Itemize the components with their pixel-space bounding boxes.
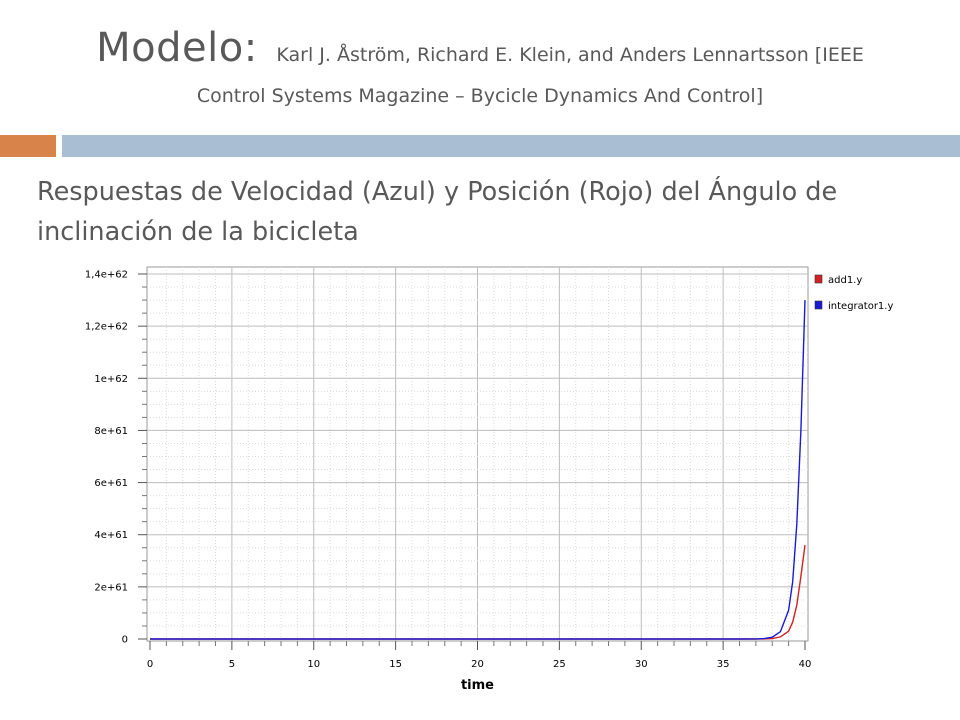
- y-tick-label: 0: [122, 635, 128, 646]
- accent-bar-orange: [0, 135, 56, 157]
- x-tick-label: 35: [717, 659, 730, 670]
- y-tick-label: 8e+61: [94, 426, 128, 437]
- x-tick-label: 20: [471, 659, 484, 670]
- title-main: Modelo:: [96, 25, 258, 71]
- x-tick-label: 40: [799, 659, 812, 670]
- accent-bar-blue: [62, 135, 960, 157]
- x-tick-label: 25: [553, 659, 566, 670]
- y-tick-label: 1,4e+62: [85, 270, 128, 281]
- x-tick-label: 15: [389, 659, 402, 670]
- x-tick-label: 10: [307, 659, 320, 670]
- title-line-1: Modelo: Karl J. Åström, Richard E. Klein…: [0, 20, 960, 83]
- legend-label: add1.y: [828, 275, 862, 286]
- slide-title: Modelo: Karl J. Åström, Richard E. Klein…: [0, 20, 960, 111]
- x-tick-label: 5: [229, 659, 235, 670]
- x-tick-label: 30: [635, 659, 648, 670]
- y-tick-label: 4e+61: [94, 530, 128, 541]
- legend-label: integrator1.y: [828, 301, 893, 312]
- series-line-2: [150, 300, 806, 640]
- x-tick-label: 0: [147, 659, 153, 670]
- legend-swatch: [814, 300, 823, 310]
- title-line-2: Control Systems Magazine – Bycicle Dynam…: [196, 85, 764, 107]
- x-axis-title: time: [461, 678, 494, 693]
- y-tick-label: 1,2e+62: [85, 322, 128, 333]
- y-tick-label: 2e+61: [94, 582, 128, 593]
- title-authors: Karl J. Åström, Richard E. Klein, and An…: [276, 44, 864, 66]
- y-tick-label: 6e+61: [94, 478, 128, 489]
- legend-swatch: [814, 274, 823, 284]
- slide-subtitle: Respuestas de Velocidad (Azul) y Posició…: [37, 177, 838, 247]
- y-tick-label: 1e+62: [94, 374, 128, 385]
